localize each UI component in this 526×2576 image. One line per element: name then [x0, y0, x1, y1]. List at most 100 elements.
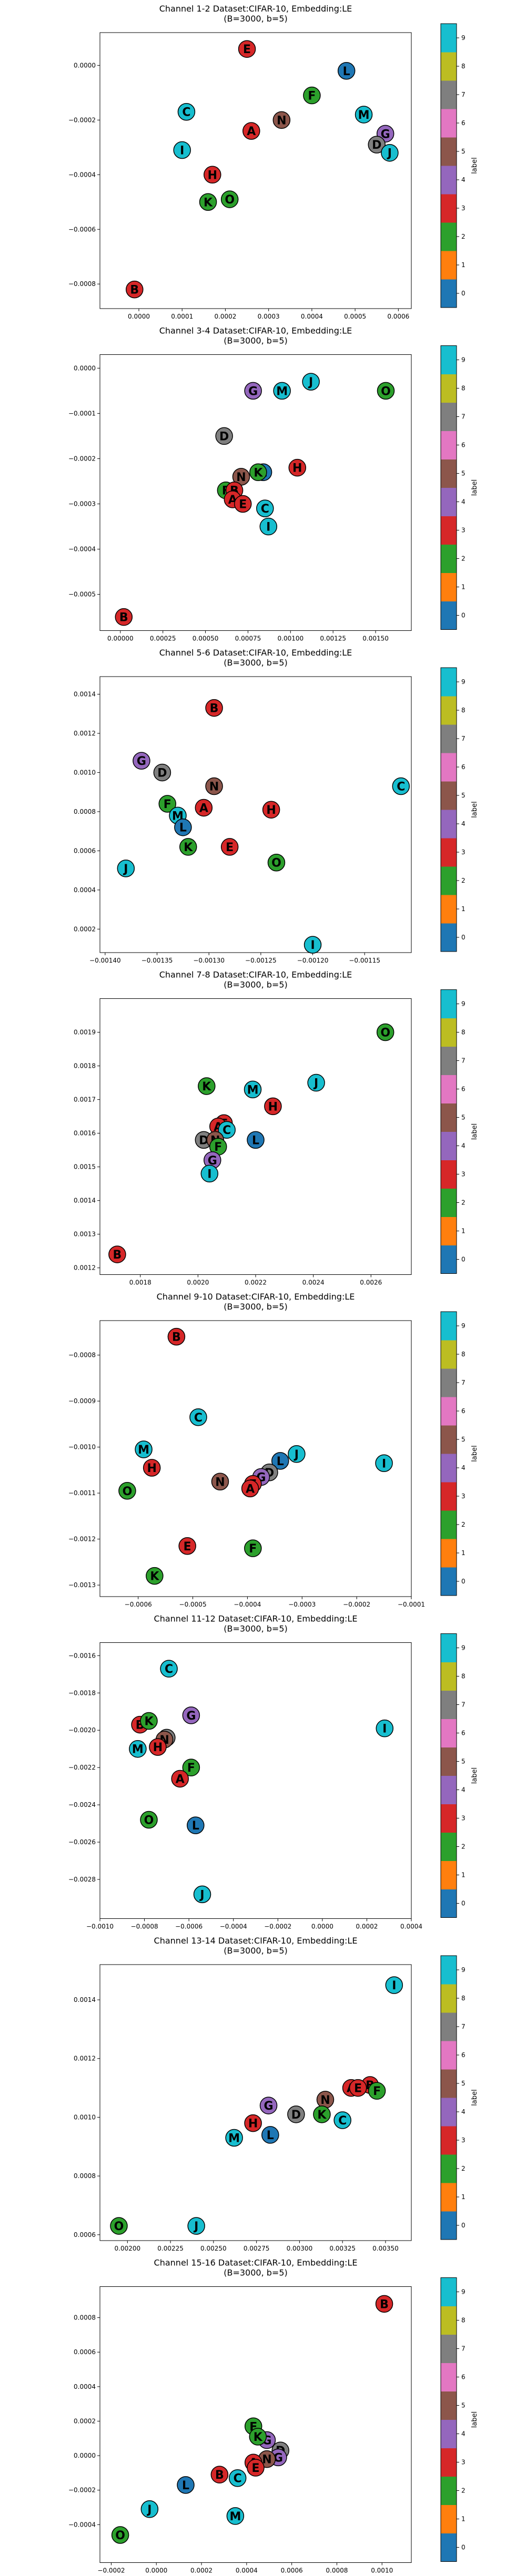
colorbar-segment — [441, 2069, 457, 2098]
chart-title: (B=3000, b=5) — [224, 980, 288, 990]
y-tick-label: 0.0012 — [74, 1264, 96, 1272]
data-point-marker — [304, 936, 322, 954]
colorbar-segment — [441, 989, 457, 1018]
data-point-label: A — [246, 1483, 255, 1496]
data-point: O — [376, 1023, 394, 1041]
colorbar-tick-label: 0 — [461, 290, 466, 297]
x-tick-label: −0.0002 — [343, 1601, 370, 1608]
y-tick-label: −0.0004 — [68, 2521, 96, 2528]
data-point-marker — [193, 1885, 211, 1904]
data-point-label: F — [373, 2085, 381, 2098]
data-point-marker — [238, 40, 256, 58]
data-point-label: G — [381, 128, 390, 141]
data-point-marker — [303, 86, 321, 105]
colorbar-tick-label: 5 — [461, 1436, 466, 1443]
x-tick-label: 0.0010 — [371, 2567, 393, 2574]
colorbar-segment — [441, 1510, 457, 1539]
colorbar-tick-label: 4 — [461, 820, 466, 827]
colorbar-tick-label: 1 — [461, 1228, 466, 1235]
data-point-label: E — [226, 841, 234, 854]
colorbar-segment — [441, 601, 457, 630]
data-point-marker — [187, 2217, 205, 2235]
colorbar-frame — [440, 1311, 457, 1596]
data-point: N — [272, 111, 291, 129]
data-point: H — [262, 801, 280, 819]
colorbar-segment — [441, 251, 457, 280]
colorbar-tick-label: 6 — [461, 1407, 466, 1415]
data-point-marker — [143, 1459, 161, 1477]
data-point-marker — [267, 853, 286, 872]
y-tick-label: 0.0004 — [74, 2383, 96, 2390]
data-point: C — [160, 1660, 178, 1678]
data-point-label: G — [137, 755, 146, 768]
chart-panel-4: Channel 7-8 Dataset:CIFAR-10, Embedding:… — [74, 970, 479, 1286]
data-point-label: H — [248, 2118, 258, 2131]
data-point-marker — [195, 799, 213, 817]
data-point-marker — [249, 463, 267, 482]
data-point: J — [187, 2217, 205, 2235]
chart-panel-5: Channel 9-10 Dataset:CIFAR-10, Embedding… — [68, 1292, 479, 1608]
data-point-label: L — [277, 1455, 284, 1468]
data-point-marker — [271, 1452, 289, 1470]
colorbar-tick-label: 6 — [461, 119, 466, 127]
y-tick-label: 0.0006 — [74, 847, 96, 854]
y-tick-label: 0.0008 — [74, 808, 96, 815]
colorbar-label: label — [471, 801, 479, 817]
data-point-marker — [376, 1023, 394, 1041]
data-point-label: L — [192, 1819, 199, 1833]
y-tick-label: −0.0018 — [68, 1689, 96, 1696]
data-point-marker — [288, 1445, 306, 1463]
colorbar-segment — [441, 2211, 457, 2240]
colorbar-segment — [441, 2154, 457, 2183]
x-tick-label: 0.0006 — [387, 313, 409, 320]
colorbar-segment — [441, 1747, 457, 1776]
colorbar-segment — [441, 1662, 457, 1691]
colorbar-segment — [441, 838, 457, 867]
data-point: K — [313, 2105, 331, 2123]
data-point: O — [267, 853, 286, 872]
data-point-label: N — [215, 1476, 225, 1489]
colorbar-segment — [441, 866, 457, 895]
colorbar-segment — [441, 2306, 457, 2335]
x-tick-label: −0.00125 — [245, 957, 277, 964]
colorbar-segment — [441, 1312, 457, 1341]
data-point: K — [249, 463, 267, 482]
data-point-label: M — [276, 385, 288, 398]
data-point-label: N — [320, 2094, 330, 2107]
data-point-marker — [178, 1537, 196, 1555]
data-point: E — [178, 1537, 196, 1555]
data-point: M — [226, 2507, 245, 2525]
data-point-label: F — [308, 90, 316, 103]
colorbar-tick-label: 1 — [461, 1549, 466, 1557]
y-tick-label: 0.0010 — [74, 769, 96, 776]
data-point-label: C — [397, 781, 405, 794]
data-point-marker — [110, 2217, 128, 2235]
colorbar-tick-label: 9 — [461, 678, 466, 686]
colorbar-tick-label: 2 — [461, 555, 466, 563]
data-point: L — [261, 2126, 279, 2144]
y-tick-label: 0.0008 — [74, 2314, 96, 2322]
data-point-marker — [226, 2507, 245, 2525]
colorbar-segment — [441, 1018, 457, 1047]
colorbar-tick-label: 0 — [461, 2544, 466, 2551]
y-tick-label: 0.0017 — [74, 1096, 96, 1103]
colorbar-label: label — [471, 479, 479, 496]
colorbar-segment — [441, 2533, 457, 2562]
data-point-label: L — [343, 65, 350, 78]
data-point-label: B — [119, 611, 128, 625]
data-point: B — [115, 608, 133, 626]
data-point: K — [146, 1567, 164, 1585]
y-tick-label: −0.0010 — [68, 1444, 96, 1451]
data-point: G — [259, 2097, 278, 2114]
data-point-marker — [247, 2459, 265, 2477]
data-point-label: H — [153, 1741, 163, 1754]
data-point-label: G — [208, 1154, 217, 1168]
y-tick-label: −0.0002 — [68, 116, 96, 124]
data-point-label: M — [358, 109, 370, 122]
colorbar-label: label — [471, 1123, 479, 1140]
data-point-label: L — [267, 2129, 274, 2142]
data-point: B — [375, 2295, 393, 2313]
data-point-marker — [287, 2105, 305, 2123]
chart-panel-2: Channel 3-4 Dataset:CIFAR-10, Embedding:… — [68, 326, 479, 642]
data-point-marker — [140, 1811, 158, 1829]
